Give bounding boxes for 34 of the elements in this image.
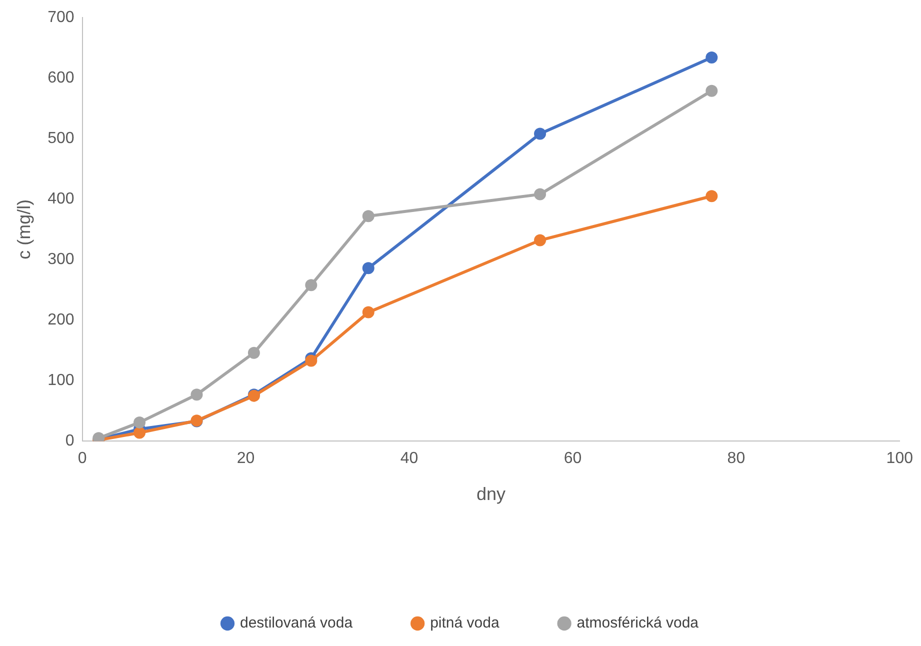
- legend-label: atmosférická voda: [576, 614, 700, 632]
- point: [362, 262, 374, 274]
- point: [706, 190, 718, 202]
- y-tick-label: 700: [48, 9, 74, 26]
- point: [134, 426, 146, 439]
- legend-label: pitná voda: [430, 614, 500, 632]
- legend-label: destilovaná voda: [240, 614, 354, 632]
- point: [534, 128, 546, 140]
- point: [362, 210, 374, 222]
- x-tick-label: 60: [564, 450, 582, 468]
- x-tick-label: 0: [78, 450, 87, 468]
- x-tick-label: 20: [236, 450, 255, 468]
- point: [248, 346, 260, 359]
- point: [190, 388, 203, 401]
- y-axis-title: c (mg/l): [14, 199, 34, 260]
- point: [305, 279, 318, 292]
- point: [534, 188, 546, 200]
- y-tick-label: 500: [48, 130, 74, 148]
- point: [362, 306, 374, 318]
- x-axis-title: dny: [476, 484, 506, 504]
- point: [706, 52, 718, 64]
- y-tick-label: 300: [48, 251, 74, 268]
- y-tick-label: 100: [48, 372, 74, 390]
- y-tick-label: 400: [48, 190, 74, 208]
- point: [706, 84, 718, 97]
- point: [305, 354, 318, 367]
- x-tick-label: 100: [886, 450, 914, 468]
- x-tick-label: 40: [400, 450, 418, 468]
- x-tick-label: 80: [727, 450, 746, 468]
- y-tick-label: 0: [65, 432, 74, 450]
- y-tick-label: 600: [48, 70, 74, 87]
- y-tick-label: 200: [48, 312, 74, 329]
- point: [534, 234, 546, 246]
- point: [134, 416, 146, 428]
